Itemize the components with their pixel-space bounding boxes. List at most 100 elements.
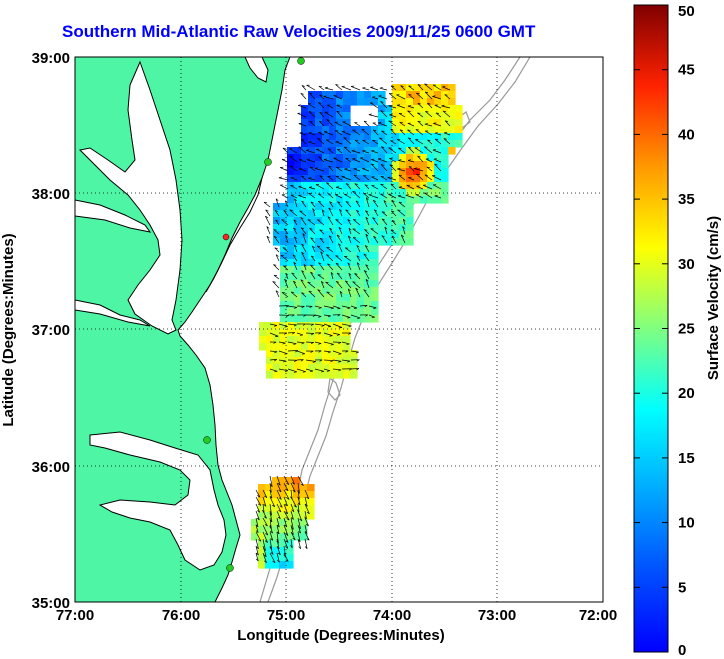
velocity-cell	[357, 91, 365, 99]
velocity-cell	[273, 203, 281, 211]
velocity-arrowhead	[338, 243, 342, 246]
velocity-cell	[448, 119, 456, 127]
velocity-cell	[448, 126, 456, 134]
velocity-arrowhead	[317, 138, 321, 140]
velocity-arrow	[293, 280, 298, 289]
colorbar-tick-label: 20	[678, 385, 695, 402]
velocity-cell	[272, 519, 280, 527]
velocity-arrow	[354, 140, 361, 145]
velocity-cell	[308, 371, 316, 379]
velocity-arrowhead	[309, 306, 313, 308]
velocity-arrowhead	[348, 332, 352, 335]
velocity-arrow	[269, 496, 276, 507]
velocity-cell	[301, 112, 309, 120]
station-marker	[264, 158, 272, 166]
velocity-arrowhead	[282, 360, 286, 363]
velocity-cell	[427, 119, 435, 127]
station-marker	[222, 233, 230, 241]
velocity-arrowhead	[338, 227, 342, 230]
velocity-arrow	[350, 314, 361, 319]
velocity-cell	[280, 315, 288, 323]
velocity-cell	[399, 168, 407, 176]
velocity-arrow	[398, 174, 406, 181]
velocity-cell	[357, 301, 365, 309]
velocity-cell	[301, 224, 309, 232]
velocity-arrow	[341, 323, 352, 327]
velocity-arrow	[350, 305, 358, 309]
velocity-cell	[385, 154, 393, 162]
velocity-arrow	[424, 130, 433, 136]
velocity-cell	[378, 189, 386, 197]
station-marker	[203, 436, 211, 444]
velocity-arrow	[290, 177, 298, 181]
velocity-cell	[350, 301, 358, 309]
velocity-arrowhead	[407, 159, 412, 161]
velocity-arrow	[318, 85, 325, 91]
velocity-arrowhead	[276, 531, 280, 535]
velocity-arrow	[398, 147, 406, 154]
velocity-cell	[399, 133, 407, 141]
velocity-arrowhead	[427, 139, 431, 142]
velocity-arrowhead	[372, 217, 376, 220]
velocity-arrowhead	[294, 236, 297, 240]
velocity-arrow	[441, 105, 451, 109]
velocity-arrow	[326, 119, 334, 127]
velocity-cell	[273, 210, 281, 218]
velocity-cell	[336, 140, 344, 148]
velocity-cell	[301, 280, 309, 288]
velocity-arrowhead	[291, 314, 295, 317]
velocity-arrow	[274, 210, 280, 217]
velocity-arrow	[276, 524, 280, 535]
velocity-arrowhead	[345, 209, 349, 212]
velocity-arrow	[344, 146, 352, 154]
velocity-arrow	[402, 226, 406, 235]
y-tick-label: 37:00	[32, 322, 70, 339]
velocity-cell	[322, 259, 330, 267]
velocity-arrow	[339, 209, 343, 217]
velocity-arrow	[389, 93, 397, 100]
velocity-arrowhead	[306, 496, 310, 500]
velocity-arrowhead	[263, 554, 267, 558]
velocity-arrow	[426, 166, 433, 172]
velocity-arrowhead	[335, 262, 339, 265]
velocity-arrowhead	[355, 287, 359, 291]
velocity-cell	[322, 168, 330, 176]
velocity-arrowhead	[272, 281, 276, 283]
velocity-cell	[258, 484, 266, 492]
velocity-cell	[322, 301, 330, 309]
colorbar-tick-label: 10	[678, 515, 695, 532]
velocity-cell	[287, 350, 295, 358]
velocity-arrowhead	[330, 272, 334, 275]
velocity-cell	[441, 182, 449, 190]
velocity-cell	[343, 238, 351, 246]
velocity-cell	[258, 519, 266, 527]
velocity-cell	[406, 196, 414, 204]
velocity-cell	[273, 343, 281, 351]
velocity-cell	[336, 105, 344, 113]
velocity-cell	[329, 287, 337, 295]
velocity-cell	[308, 217, 316, 225]
velocity-arrow	[304, 538, 308, 549]
velocity-cell	[336, 301, 344, 309]
velocity-arrow	[390, 140, 397, 145]
velocity-cell	[343, 161, 351, 169]
velocity-arrowhead	[273, 229, 277, 231]
velocity-arrow	[365, 210, 370, 217]
velocity-cell	[434, 196, 442, 204]
velocity-arrow	[289, 156, 298, 163]
velocity-arrow	[318, 262, 325, 271]
velocity-cell	[434, 168, 442, 176]
velocity-cell	[399, 231, 407, 239]
velocity-arrowhead	[427, 102, 431, 105]
velocity-arrowhead	[300, 227, 304, 230]
velocity-arrowhead	[390, 183, 394, 186]
velocity-arrow	[309, 92, 316, 100]
velocity-arrowhead	[365, 314, 369, 317]
velocity-arrowhead	[305, 523, 309, 527]
velocity-arrowhead	[414, 167, 418, 169]
velocity-cell	[258, 498, 266, 506]
velocity-arrow	[298, 168, 307, 172]
velocity-cell	[427, 147, 435, 155]
velocity-cell	[336, 203, 344, 211]
velocity-arrowhead	[273, 325, 278, 327]
